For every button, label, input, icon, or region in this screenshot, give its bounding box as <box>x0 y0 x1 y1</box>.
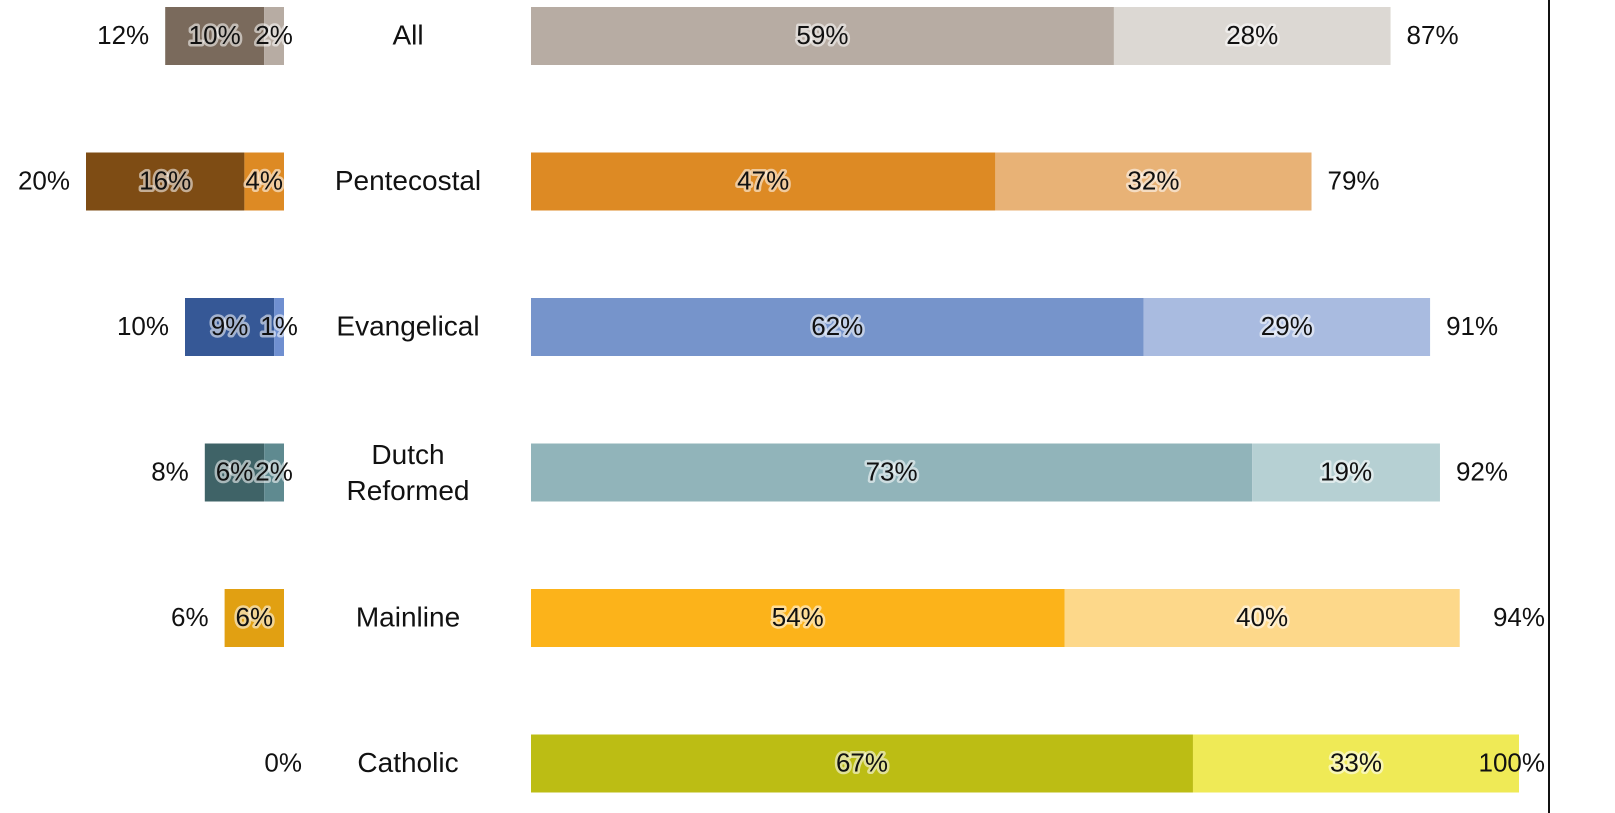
left-total-label-mainline: 6% <box>171 602 209 632</box>
category-label-dutch-reformed-line1: Dutch <box>371 439 444 470</box>
right-bar-strong-label-pentecostal: 47% <box>737 165 789 195</box>
right-bar-weak-label-dutch-reformed: 19% <box>1320 456 1372 486</box>
right-bar-weak-evangelical <box>1143 298 1431 356</box>
left-bar-strong-label-mainline: 6% <box>236 602 274 632</box>
left-bar-strong-dutch-reformed <box>204 443 265 502</box>
left-bar-strong-label-dutch-reformed: 6% <box>216 456 254 486</box>
left-bar-strong-evangelical <box>185 298 275 356</box>
category-label-catholic: Catholic <box>357 747 458 778</box>
right-bar-strong-label-all: 59% <box>796 20 848 50</box>
left-total-label-dutch-reformed: 8% <box>151 456 189 486</box>
right-bar-strong-label-mainline: 54% <box>772 602 824 632</box>
right-bar-weak-pentecostal <box>995 152 1312 211</box>
right-total-label-pentecostal: 79% <box>1328 165 1380 195</box>
left-total-label-evangelical: 10% <box>117 311 169 341</box>
left-bar-weak-evangelical <box>274 298 284 356</box>
left-bar-strong-label-pentecostal: 16% <box>139 165 191 195</box>
left-bar-weak-label-pentecostal: 4% <box>245 165 283 195</box>
left-total-label-pentecostal: 20% <box>18 165 70 195</box>
right-total-label-dutch-reformed: 92% <box>1456 456 1508 486</box>
category-label-pentecostal: Pentecostal <box>335 165 481 196</box>
left-bar-weak-pentecostal <box>244 152 284 211</box>
chart-marks: All 10% 2% 12% 59% 28% 87% Pentecostal 16% 4% 20% 4… <box>18 7 1545 793</box>
right-bar-weak-label-all: 28% <box>1226 20 1278 50</box>
category-label-evangelical: Evangelical <box>336 310 479 341</box>
right-bar-strong-pentecostal <box>531 152 996 211</box>
left-bar-weak-dutch-reformed <box>264 443 284 502</box>
right-bar-weak-label-pentecostal: 32% <box>1127 165 1179 195</box>
left-bar-weak-label-dutch-reformed: 2% <box>255 456 293 486</box>
left-total-label-catholic: 0% <box>264 747 302 777</box>
category-label-mainline: Mainline <box>356 601 460 632</box>
right-total-label-all: 87% <box>1407 20 1459 50</box>
left-bar-strong-all <box>165 7 265 65</box>
right-bar-weak-label-mainline: 40% <box>1236 602 1288 632</box>
right-bar-weak-label-evangelical: 29% <box>1261 311 1313 341</box>
right-bar-weak-dutch-reformed <box>1252 443 1440 502</box>
left-bar-weak-all <box>264 7 284 65</box>
right-bar-weak-mainline <box>1064 589 1460 647</box>
right-bar-strong-dutch-reformed <box>531 443 1253 502</box>
left-bar-weak-label-evangelical: 1% <box>260 311 298 341</box>
right-total-label-evangelical: 91% <box>1446 311 1498 341</box>
left-bar-strong-pentecostal <box>86 152 245 211</box>
right-total-label-mainline: 94% <box>1493 602 1545 632</box>
category-label-all: All <box>392 19 423 50</box>
left-bar-strong-label-evangelical: 9% <box>211 311 249 341</box>
right-bar-weak-catholic <box>1192 734 1519 793</box>
right-bar-strong-evangelical <box>531 298 1144 356</box>
right-bar-strong-mainline <box>531 589 1065 647</box>
left-total-label-all: 12% <box>97 20 149 50</box>
right-total-label-catholic: 100% <box>1479 747 1546 777</box>
left-bar-weak-label-all: 2% <box>255 20 293 50</box>
right-bar-strong-all <box>531 7 1114 65</box>
left-bar-strong-label-all: 10% <box>189 20 241 50</box>
right-bar-strong-catholic <box>531 734 1193 793</box>
left-bar-strong-mainline <box>224 589 284 647</box>
right-bar-strong-label-evangelical: 62% <box>811 311 863 341</box>
right-bar-weak-all <box>1113 7 1391 65</box>
right-bar-strong-label-dutch-reformed: 73% <box>866 456 918 486</box>
right-bar-strong-label-catholic: 67% <box>836 747 888 777</box>
category-label-dutch-reformed-line2: Reformed <box>347 475 470 506</box>
right-bar-weak-label-catholic: 33% <box>1330 747 1382 777</box>
